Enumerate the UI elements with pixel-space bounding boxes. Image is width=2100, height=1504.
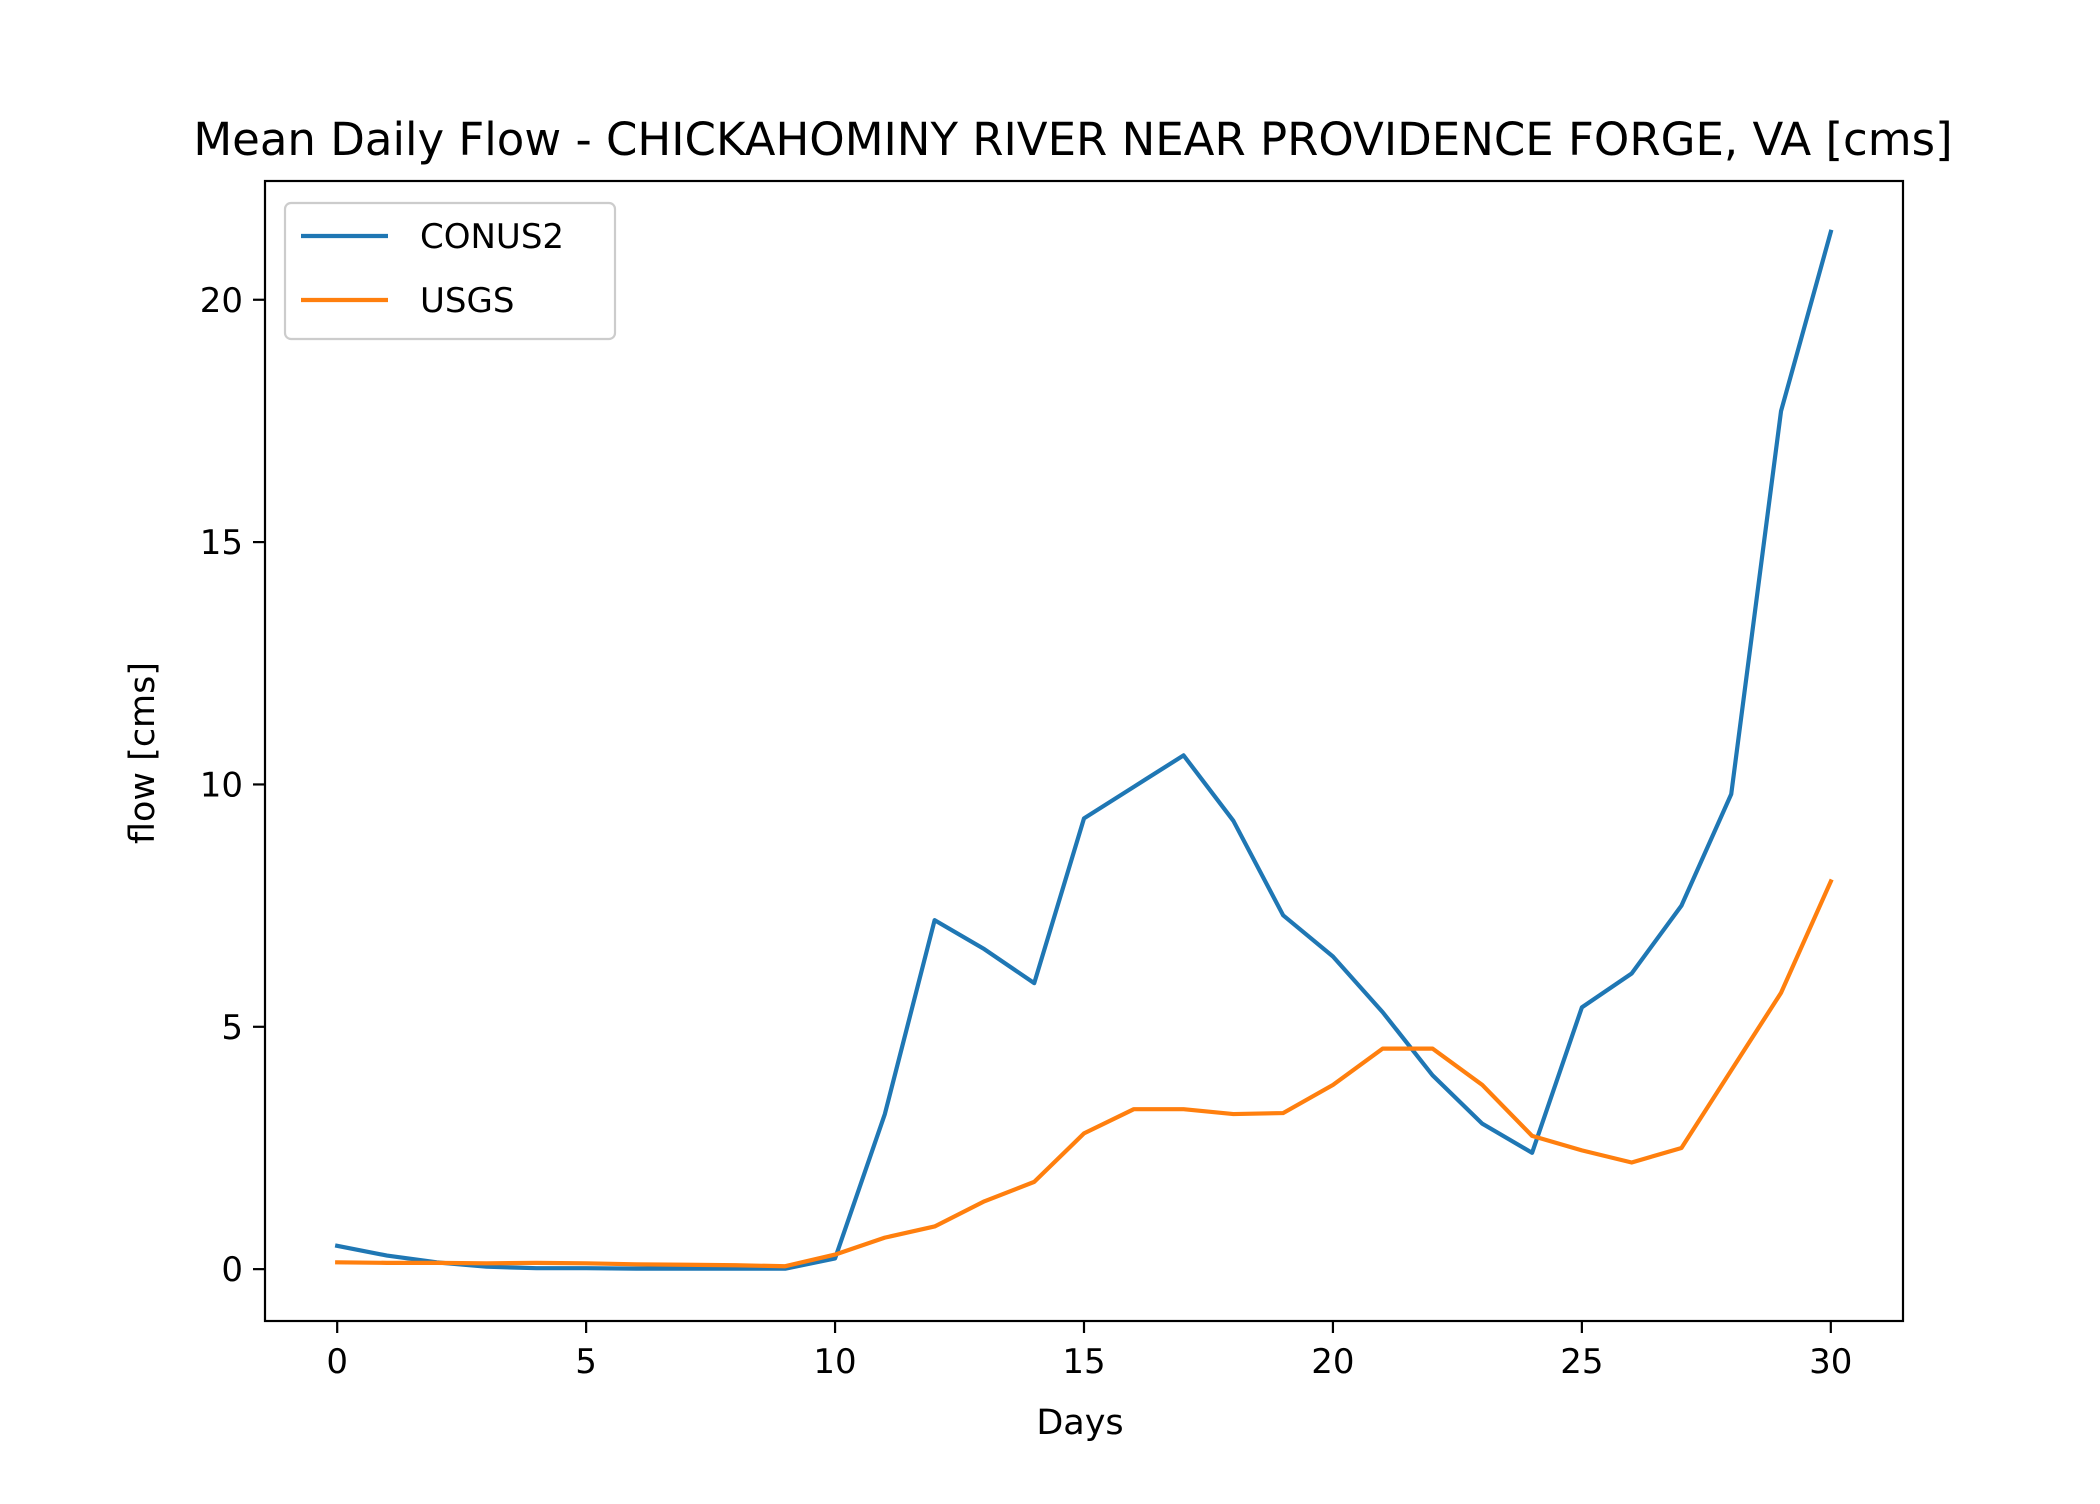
x-tick-label: 0	[326, 1342, 348, 1382]
y-axis-ticks: 0 5 10 15 20	[200, 281, 265, 1290]
x-tick-label: 20	[1311, 1342, 1354, 1382]
x-tick-label: 10	[813, 1342, 856, 1382]
chart-title: Mean Daily Flow - CHICKAHOMINY RIVER NEA…	[193, 113, 1952, 166]
plot-frame	[263, 179, 1905, 1323]
y-tick-label: 15	[200, 523, 243, 563]
y-axis-label: flow [cms]	[123, 662, 163, 844]
legend-label-usgs: USGS	[420, 281, 514, 321]
plot-area	[263, 179, 1905, 1323]
x-tick-label: 25	[1560, 1342, 1603, 1382]
y-tick-label: 10	[200, 765, 243, 805]
legend: CONUS2 USGS	[283, 201, 617, 341]
x-axis-label: Days	[1036, 1403, 1123, 1443]
x-axis-ticks: 0 5 10 15 20 25 30	[326, 1321, 1852, 1382]
x-tick-label: 15	[1062, 1342, 1105, 1382]
series-line-usgs	[335, 878, 1834, 1269]
series-line-conus2	[334, 229, 1834, 1271]
legend-label-conus2: CONUS2	[420, 217, 564, 257]
x-tick-label: 5	[575, 1342, 597, 1382]
y-tick-label: 5	[221, 1008, 243, 1048]
y-tick-label: 0	[221, 1250, 243, 1290]
y-tick-label: 20	[200, 281, 243, 321]
x-tick-label: 30	[1809, 1342, 1852, 1382]
